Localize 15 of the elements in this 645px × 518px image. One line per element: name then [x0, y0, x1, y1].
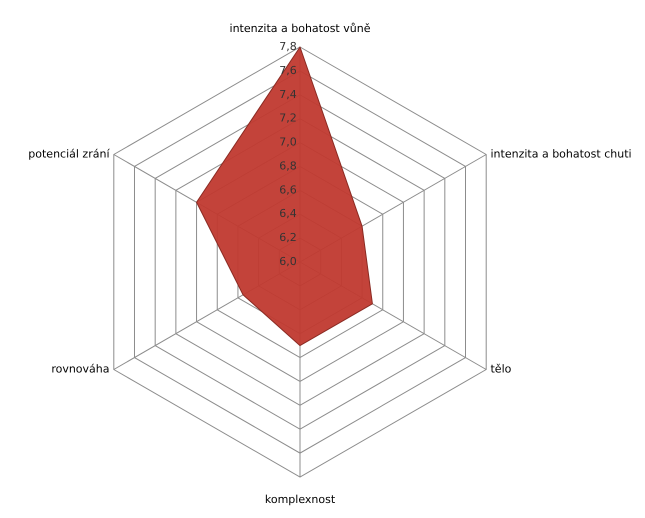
- y-tick-label: 6,2: [279, 231, 297, 244]
- spoke-label: rovnováha: [51, 362, 110, 376]
- spoke-label: potenciál zrání: [28, 148, 110, 160]
- y-tick-label: 7,8: [279, 40, 297, 53]
- spoke-label: intenzita a bohatost vůně: [230, 22, 371, 36]
- y-tick-label: 6,0: [279, 255, 297, 268]
- y-tick-label: 6,6: [279, 183, 297, 196]
- spoke-label: intenzita a bohatost chuti: [490, 148, 632, 160]
- y-tick-label: 7,4: [279, 88, 297, 101]
- y-tick-label: 6,4: [279, 207, 297, 220]
- spoke-label: komplexnost: [264, 493, 336, 506]
- y-tick-label: 7,0: [279, 136, 297, 149]
- spoke-label: tělo: [490, 362, 512, 376]
- y-tick-label: 7,2: [279, 112, 297, 125]
- y-tick-label: 6,8: [279, 159, 297, 172]
